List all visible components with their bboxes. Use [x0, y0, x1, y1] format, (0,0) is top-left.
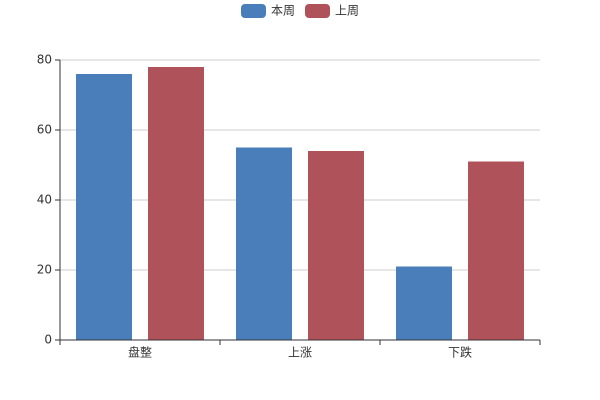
bar: [76, 74, 132, 340]
bar: [236, 147, 292, 340]
legend-icon: [241, 4, 266, 18]
y-tick-label: 80: [37, 53, 52, 67]
x-tick-label: 上涨: [288, 345, 312, 360]
bar: [468, 161, 524, 340]
x-tick-label: 下跌: [448, 345, 472, 360]
y-tick-label: 60: [37, 123, 52, 137]
y-tick-label: 40: [37, 193, 52, 207]
y-tick-label: 20: [37, 263, 52, 277]
legend-icon: [305, 4, 330, 18]
bar: [396, 266, 452, 340]
legend-label: 上周: [335, 4, 359, 18]
bar: [308, 151, 364, 340]
legend-label: 本周: [271, 4, 295, 18]
x-tick-label: 盘整: [128, 345, 152, 360]
y-tick-label: 0: [44, 333, 52, 347]
bar: [148, 67, 204, 340]
